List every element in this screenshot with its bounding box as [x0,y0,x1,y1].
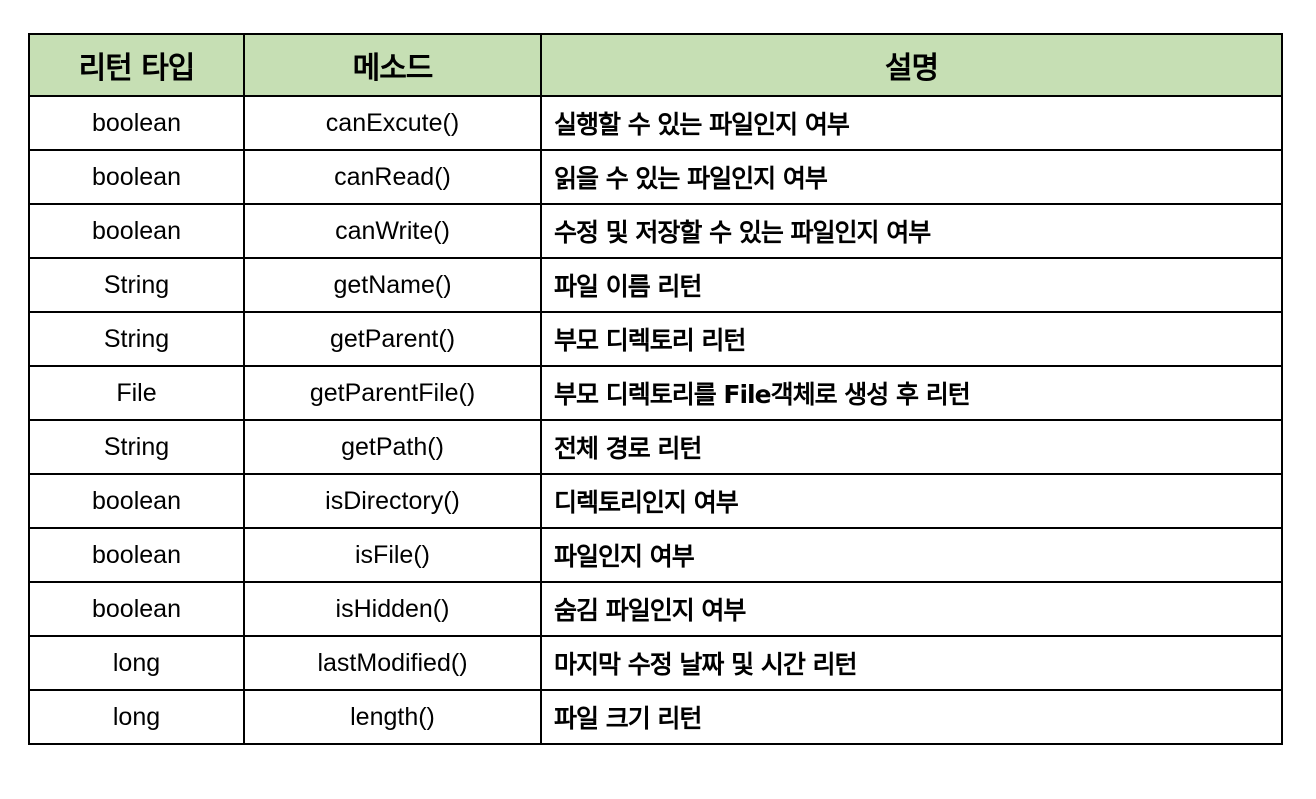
table-row: String getPath() 전체 경로 리턴 [28,419,1283,475]
method-cell: getName() [243,257,542,313]
method-cell: canWrite() [243,203,542,259]
method-cell: canExcute() [243,95,542,151]
method-cell: isDirectory() [243,473,542,529]
return-type-cell: boolean [28,527,245,583]
table-header: 리턴 타입 메소드 설명 [28,33,1283,97]
description-cell: 파일 이름 리턴 [540,257,1283,313]
file-methods-table-container: 리턴 타입 메소드 설명 boolean canExcute() 실행할 수 있는 … [28,33,1283,745]
method-cell: isFile() [243,527,542,583]
description-cell: 숨김 파일인지 여부 [540,581,1283,637]
return-type-cell: long [28,635,245,691]
return-type-cell: File [28,365,245,421]
method-cell: lastModified() [243,635,542,691]
return-type-cell: boolean [28,203,245,259]
description-cell: 파일인지 여부 [540,527,1283,583]
method-cell: getPath() [243,419,542,475]
table-row: String getName() 파일 이름 리턴 [28,257,1283,313]
header-row: 리턴 타입 메소드 설명 [28,33,1283,97]
return-type-cell: boolean [28,149,245,205]
description-cell: 파일 크기 리턴 [540,689,1283,745]
method-cell: getParentFile() [243,365,542,421]
table-row: String getParent() 부모 디렉토리 리턴 [28,311,1283,367]
description-cell: 실행할 수 있는 파일인지 여부 [540,95,1283,151]
return-type-cell: String [28,419,245,475]
table-row: boolean canRead() 읽을 수 있는 파일인지 여부 [28,149,1283,205]
header-return-type: 리턴 타입 [28,33,245,97]
table-row: boolean isDirectory() 디렉토리인지 여부 [28,473,1283,529]
description-cell: 수정 및 저장할 수 있는 파일인지 여부 [540,203,1283,259]
table-row: boolean canExcute() 실행할 수 있는 파일인지 여부 [28,95,1283,151]
return-type-cell: boolean [28,95,245,151]
file-methods-table: 리턴 타입 메소드 설명 boolean canExcute() 실행할 수 있는 … [28,33,1283,745]
description-cell: 읽을 수 있는 파일인지 여부 [540,149,1283,205]
method-cell: canRead() [243,149,542,205]
description-cell: 부모 디렉토리 리턴 [540,311,1283,367]
method-cell: length() [243,689,542,745]
table-row: boolean isFile() 파일인지 여부 [28,527,1283,583]
return-type-cell: boolean [28,473,245,529]
header-method: 메소드 [243,33,542,97]
method-cell: getParent() [243,311,542,367]
return-type-cell: String [28,311,245,367]
description-cell: 부모 디렉토리를 File객체로 생성 후 리턴 [540,365,1283,421]
method-cell: isHidden() [243,581,542,637]
return-type-cell: long [28,689,245,745]
table-body: boolean canExcute() 실행할 수 있는 파일인지 여부 boolea… [28,95,1283,745]
return-type-cell: String [28,257,245,313]
header-description: 설명 [540,33,1283,97]
description-cell: 전체 경로 리턴 [540,419,1283,475]
description-cell: 디렉토리인지 여부 [540,473,1283,529]
table-row: long length() 파일 크기 리턴 [28,689,1283,745]
table-row: boolean canWrite() 수정 및 저장할 수 있는 파일인지 여부 [28,203,1283,259]
table-row: long lastModified() 마지막 수정 날짜 및 시간 리턴 [28,635,1283,691]
description-cell: 마지막 수정 날짜 및 시간 리턴 [540,635,1283,691]
table-row: File getParentFile() 부모 디렉토리를 File객체로 생성 후… [28,365,1283,421]
return-type-cell: boolean [28,581,245,637]
table-row: boolean isHidden() 숨김 파일인지 여부 [28,581,1283,637]
